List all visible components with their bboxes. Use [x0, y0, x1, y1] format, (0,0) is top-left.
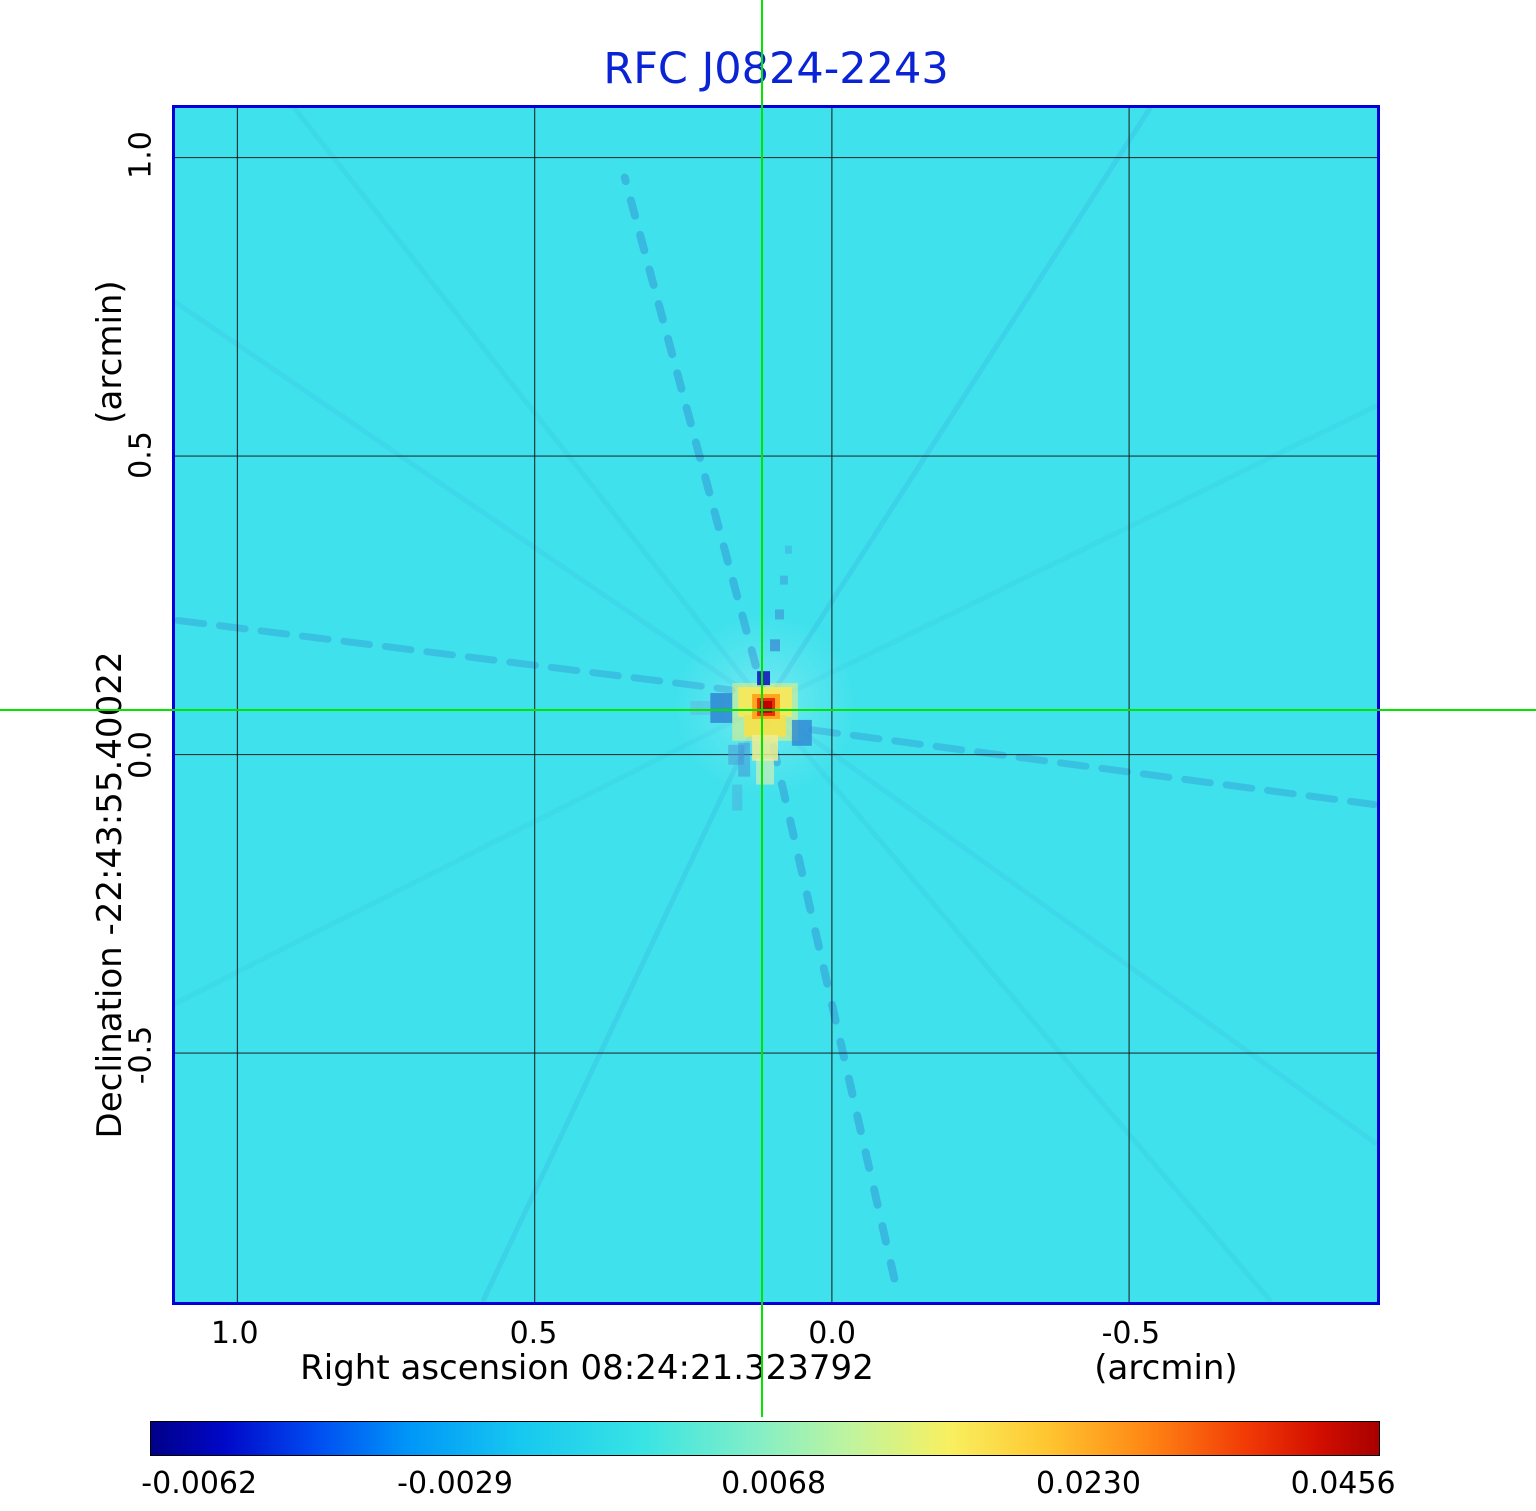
- peak-source-pixels: [690, 545, 812, 811]
- heatmap-canvas: [175, 108, 1377, 1302]
- plot-area: [172, 105, 1380, 1305]
- colorbar-tick-label: 0.0230: [1035, 1466, 1141, 1501]
- y-tick-label: 0.5: [123, 430, 159, 479]
- y-axis-unit-label: (arcmin): [90, 280, 130, 424]
- y-axis-title: Declination -22:43:55.40022: [90, 651, 130, 1139]
- colorbar-tick-label: -0.0029: [397, 1466, 513, 1501]
- colorbar-tick-label: 0.0068: [721, 1466, 827, 1501]
- x-axis-unit-label: (arcmin): [1094, 1348, 1238, 1388]
- colorbar: [150, 1421, 1380, 1456]
- x-tick-label: 0.0: [808, 1316, 857, 1351]
- x-axis-title: Right ascension 08:24:21.323792: [300, 1348, 874, 1388]
- chart-title: RFC J0824-2243: [603, 44, 949, 94]
- colorbar-tick-label: 0.0456: [1290, 1466, 1396, 1501]
- colorbar-tick-label: -0.0062: [141, 1466, 258, 1501]
- grid-lines: [175, 108, 1377, 1302]
- x-tick-label: 1.0: [210, 1316, 259, 1351]
- sidelobe-streaks: [175, 108, 1377, 1302]
- y-tick-label: 1.0: [123, 130, 159, 179]
- x-tick-label: -0.5: [1101, 1316, 1161, 1351]
- x-tick-label: 0.5: [509, 1316, 558, 1351]
